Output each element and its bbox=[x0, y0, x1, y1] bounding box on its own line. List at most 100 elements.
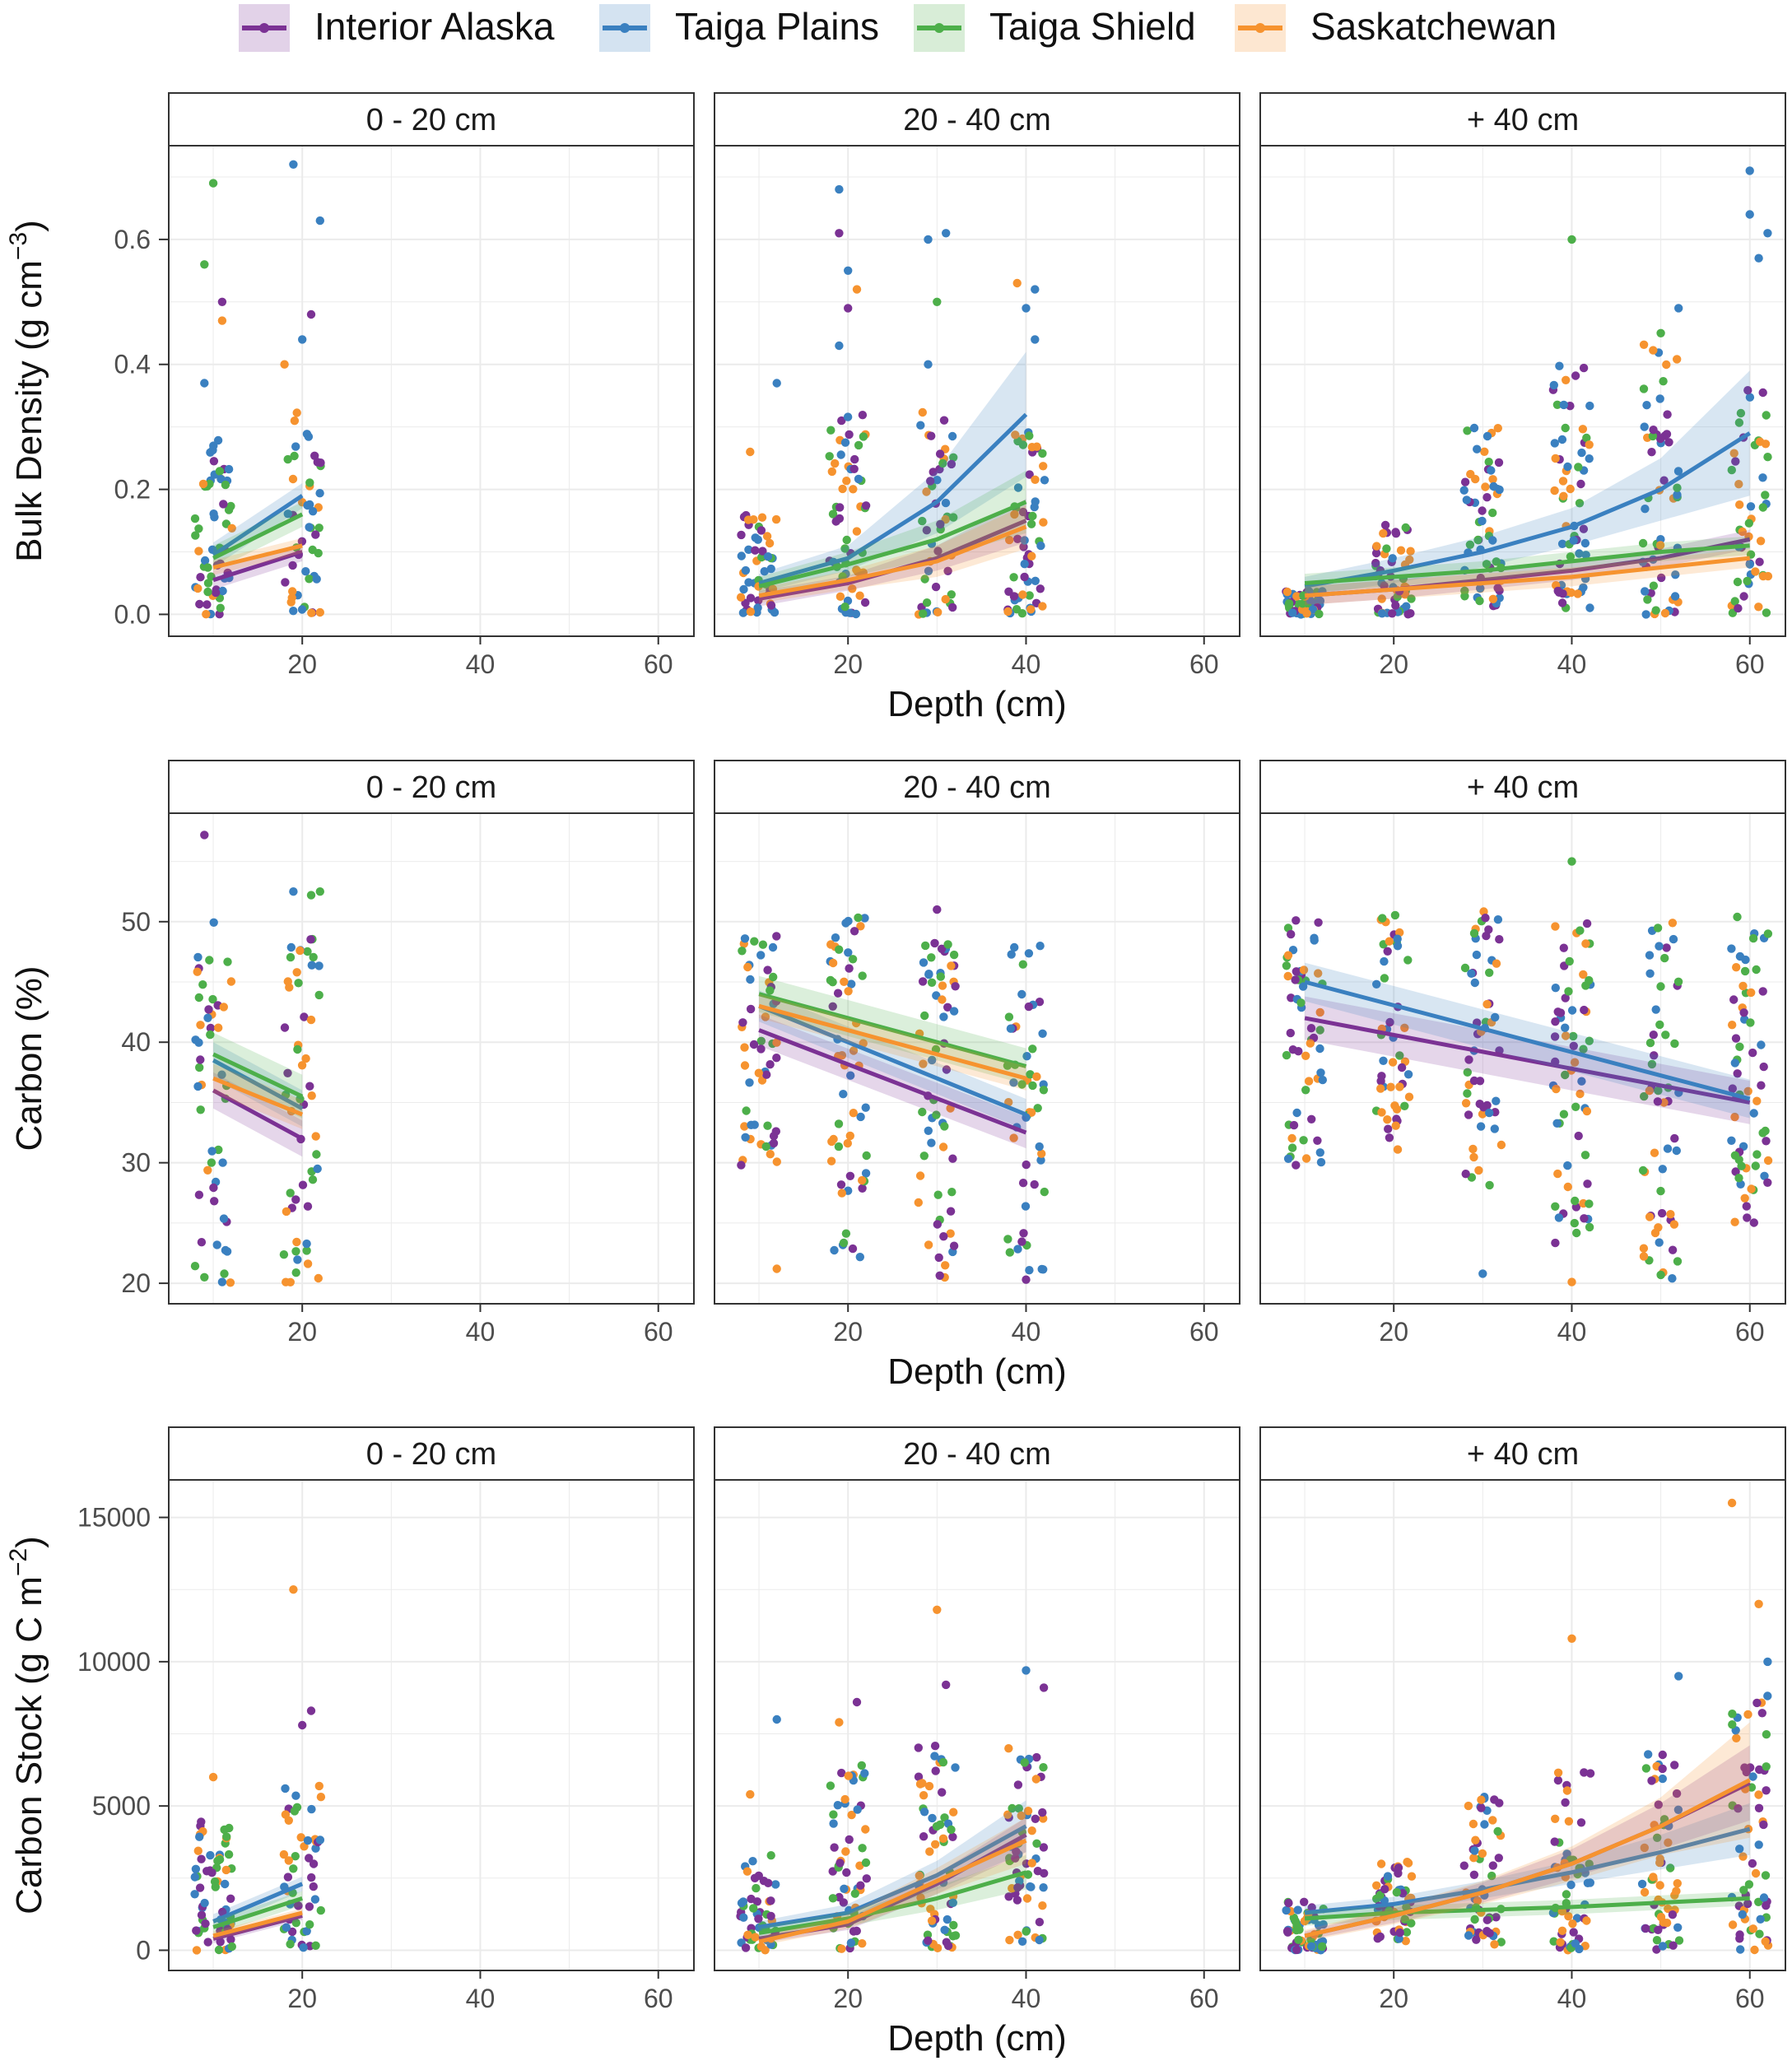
data-point-outlier bbox=[942, 1680, 951, 1690]
data-point bbox=[1555, 361, 1564, 370]
data-point bbox=[1407, 1872, 1417, 1881]
data-point bbox=[1026, 519, 1036, 528]
data-point bbox=[919, 1151, 929, 1161]
data-point bbox=[1673, 491, 1682, 500]
data-point bbox=[856, 922, 865, 931]
y-tick-label: 10000 bbox=[77, 1647, 151, 1677]
data-point bbox=[837, 1944, 846, 1953]
data-point bbox=[305, 478, 314, 487]
data-point bbox=[1645, 1212, 1655, 1221]
data-point bbox=[1482, 1927, 1492, 1936]
data-point bbox=[1564, 987, 1573, 996]
data-point bbox=[1649, 1030, 1659, 1040]
x-tick-label: 40 bbox=[466, 1984, 496, 2013]
data-point bbox=[741, 598, 750, 607]
data-point bbox=[1004, 1744, 1013, 1753]
data-point bbox=[1462, 495, 1472, 505]
y-tick-label: 50 bbox=[121, 907, 151, 937]
fit-line-saskatchewan bbox=[758, 1003, 1027, 1081]
data-point bbox=[1482, 493, 1492, 502]
y-tick-label: 0 bbox=[136, 1935, 151, 1965]
y-tick-label: 0.4 bbox=[114, 350, 151, 379]
fit-line-taiga-shield bbox=[212, 1052, 304, 1099]
panel-border bbox=[714, 1479, 1240, 1971]
data-point bbox=[938, 1142, 948, 1151]
data-point bbox=[1585, 401, 1594, 411]
x-axis-label: Depth (cm) bbox=[887, 2018, 1067, 2059]
data-point bbox=[926, 1905, 935, 1914]
data-point bbox=[756, 526, 766, 535]
data-point bbox=[1752, 1698, 1762, 1708]
data-point bbox=[1037, 1149, 1046, 1158]
data-point bbox=[1315, 609, 1324, 619]
data-point bbox=[298, 1180, 308, 1189]
data-point bbox=[844, 948, 853, 957]
data-point bbox=[1007, 950, 1016, 959]
data-point bbox=[1736, 408, 1746, 418]
data-point bbox=[1674, 1936, 1684, 1945]
data-point bbox=[1670, 1039, 1679, 1049]
data-point bbox=[1403, 1070, 1413, 1079]
data-point bbox=[1018, 960, 1028, 969]
data-point bbox=[291, 1919, 300, 1928]
data-point bbox=[1289, 1120, 1299, 1130]
data-point bbox=[1566, 1880, 1576, 1890]
data-point bbox=[224, 1849, 234, 1859]
fits bbox=[758, 975, 1027, 1149]
data-point bbox=[1372, 1881, 1381, 1890]
data-point bbox=[847, 979, 856, 989]
data-point bbox=[933, 607, 943, 616]
data-point bbox=[192, 1926, 201, 1935]
data-point bbox=[1739, 1886, 1748, 1895]
data-point bbox=[1021, 1202, 1031, 1211]
data-point bbox=[1671, 570, 1680, 579]
data-point bbox=[763, 965, 772, 975]
data-point bbox=[1582, 1916, 1591, 1925]
fit-line-taiga-shield bbox=[1304, 543, 1750, 585]
fit-line-interior-alaska bbox=[1304, 1016, 1751, 1105]
data-point bbox=[1737, 1161, 1746, 1170]
data-point bbox=[1551, 1238, 1560, 1248]
data-point bbox=[1662, 430, 1672, 439]
data-point bbox=[849, 485, 858, 494]
data-point bbox=[1472, 1935, 1481, 1944]
data-point bbox=[202, 610, 211, 619]
data-point bbox=[1755, 437, 1765, 446]
data-point bbox=[1284, 1898, 1293, 1908]
data-point bbox=[932, 1110, 941, 1119]
data-point bbox=[1039, 462, 1048, 471]
data-point bbox=[1668, 1274, 1677, 1283]
data-point bbox=[1755, 557, 1764, 566]
data-point bbox=[203, 1013, 212, 1022]
data-point bbox=[1728, 1710, 1737, 1719]
data-point bbox=[1491, 1012, 1500, 1022]
data-point bbox=[193, 584, 202, 593]
data-point bbox=[861, 1858, 871, 1868]
data-point bbox=[830, 1843, 839, 1852]
data-point bbox=[928, 1813, 937, 1823]
data-point bbox=[1388, 554, 1397, 563]
x-tick-label: 60 bbox=[1735, 649, 1765, 679]
data-point bbox=[1028, 1044, 1037, 1054]
data-point bbox=[918, 516, 927, 526]
x-tick-label: 40 bbox=[1557, 649, 1587, 679]
data-point bbox=[1666, 1210, 1675, 1219]
data-point bbox=[1743, 1899, 1752, 1909]
data-point bbox=[1024, 949, 1034, 958]
data-point bbox=[308, 507, 318, 516]
data-point bbox=[1405, 555, 1414, 565]
data-point bbox=[1005, 1248, 1015, 1257]
data-point bbox=[1473, 1896, 1482, 1905]
data-point bbox=[306, 935, 315, 944]
fit-ribbon-interior-alaska bbox=[1305, 1745, 1750, 1941]
data-point bbox=[855, 1253, 865, 1262]
data-point bbox=[1655, 394, 1664, 403]
data-point bbox=[1380, 956, 1389, 966]
data-point bbox=[1494, 458, 1504, 468]
data-point bbox=[1637, 1879, 1647, 1889]
data-point bbox=[1653, 1097, 1663, 1106]
panel-1-0: 0 - 20 cm 20 40 60 bbox=[168, 760, 695, 1347]
panel-0-0: 0 - 20 cm 20 40 60 bbox=[168, 92, 695, 679]
data-point bbox=[829, 1819, 838, 1828]
data-point bbox=[758, 940, 768, 949]
